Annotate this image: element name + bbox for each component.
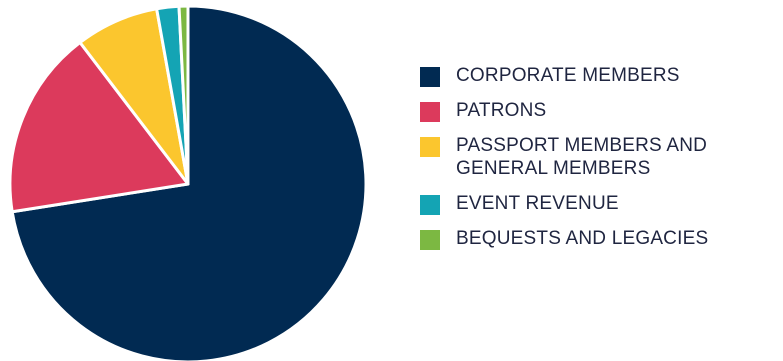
legend-item-corporate-members: CORPORATE MEMBERS	[420, 64, 780, 87]
pie-slice-bequests-and-legacies	[177, 4, 190, 186]
legend-swatch-passport-members	[420, 137, 440, 157]
legend-swatch-patrons	[420, 102, 440, 122]
legend-item-patrons: PATRONS	[420, 99, 780, 122]
legend-swatch-event-revenue	[420, 195, 440, 215]
legend-label: PATRONS	[456, 100, 547, 121]
legend-label: EVENT REVENUE	[456, 193, 619, 214]
legend-item-passport-members: PASSPORT MEMBERS AND GENERAL MEMBERS	[420, 134, 766, 180]
legend-item-event-revenue: EVENT REVENUE	[420, 192, 780, 215]
legend: CORPORATE MEMBERS PATRONS PASSPORT MEMBE…	[420, 64, 780, 262]
pie-slice-patrons	[8, 40, 190, 214]
legend-label: PASSPORT MEMBERS AND GENERAL MEMBERS	[456, 135, 708, 179]
legend-label: BEQUESTS AND LEGACIES	[456, 228, 709, 249]
legend-swatch-corporate-members	[420, 67, 440, 87]
pie-chart	[8, 4, 368, 361]
legend-swatch-bequests-and-legacies	[420, 230, 440, 250]
legend-item-bequests-and-legacies: BEQUESTS AND LEGACIES	[420, 227, 780, 250]
legend-label: CORPORATE MEMBERS	[456, 65, 680, 86]
